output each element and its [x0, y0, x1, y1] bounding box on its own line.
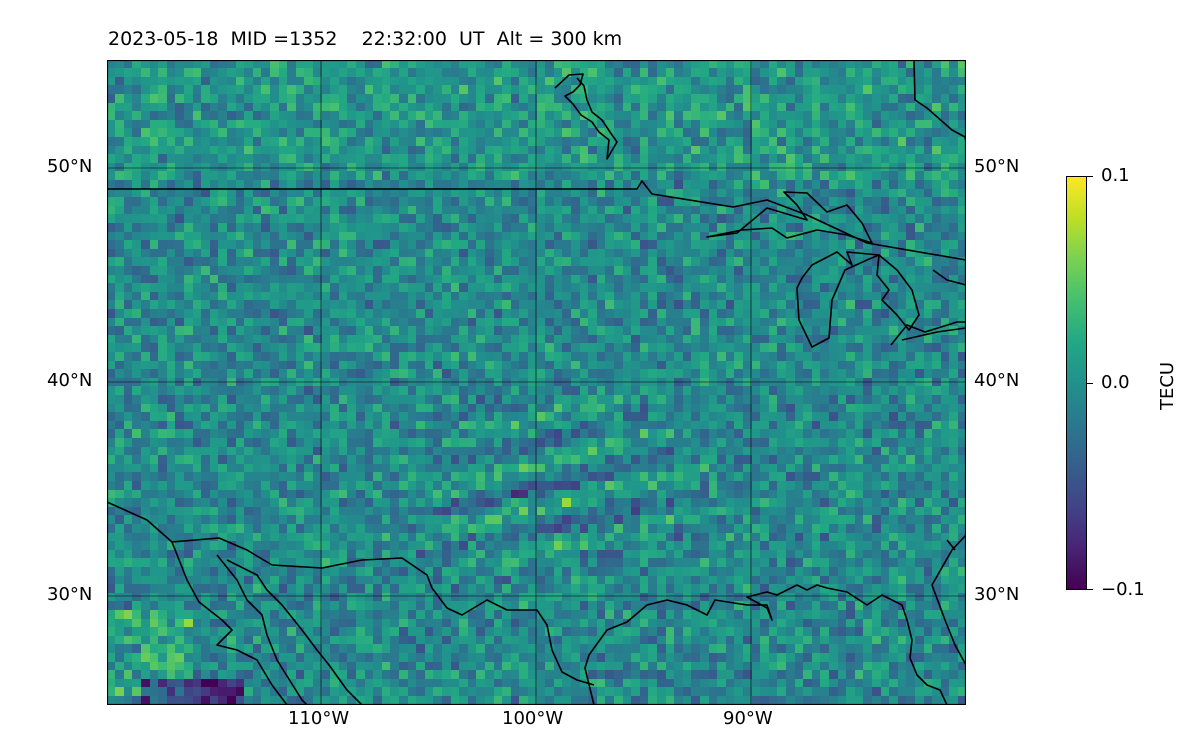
tec-map[interactable]	[107, 60, 966, 705]
colorbar-tick-max	[1087, 176, 1093, 177]
lat-label-right-30: 30°N	[974, 584, 1020, 605]
colorbar-label-zero: 0.0	[1101, 372, 1130, 393]
lake-huron	[876, 254, 920, 331]
colorbar-axis-label: TECU	[1157, 361, 1178, 410]
florida-coast	[931, 534, 966, 666]
lat-label-left-50: 50°N	[47, 156, 93, 177]
map-frame	[107, 60, 966, 705]
colorbar	[1066, 176, 1087, 590]
lat-label-left-30: 30°N	[47, 584, 93, 605]
gulf-california-east	[216, 554, 308, 705]
lake-superior	[706, 191, 873, 244]
colorbar-tick-zero	[1087, 383, 1093, 384]
lat-label-right-50: 50°N	[974, 156, 1020, 177]
florida-west	[946, 539, 956, 551]
lon-label-100w: 100°W	[502, 708, 564, 729]
hudson-bay-coast	[554, 73, 618, 160]
coastlines-borders	[107, 60, 966, 705]
lon-label-90w: 90°W	[723, 708, 773, 729]
baja-coast	[171, 541, 288, 705]
lake-michigan	[796, 251, 880, 348]
map-title: 2023-05-18 MID =1352 22:32:00 UT Alt = 3…	[108, 28, 623, 50]
us-mexico-border	[107, 501, 595, 686]
lake-erie	[901, 327, 966, 341]
us-canada-border	[107, 180, 966, 261]
james-bay-coast	[913, 60, 966, 143]
lon-label-110w: 110°W	[288, 708, 350, 729]
tec-heatmap	[107, 60, 966, 705]
lat-label-left-40: 40°N	[47, 370, 93, 391]
mainland-mexico-coast	[226, 559, 363, 705]
colorbar-tick-min	[1087, 589, 1093, 590]
lat-label-right-40: 40°N	[974, 370, 1020, 391]
lake-erie-ontario	[890, 321, 966, 346]
ontario-shore	[932, 269, 966, 286]
gulf-coast	[584, 584, 948, 705]
map-overlay	[107, 60, 966, 705]
gridlines	[107, 60, 966, 705]
colorbar-gradient	[1066, 176, 1087, 590]
colorbar-label-max: 0.1	[1101, 165, 1130, 186]
colorbar-label-min: −0.1	[1101, 579, 1145, 600]
